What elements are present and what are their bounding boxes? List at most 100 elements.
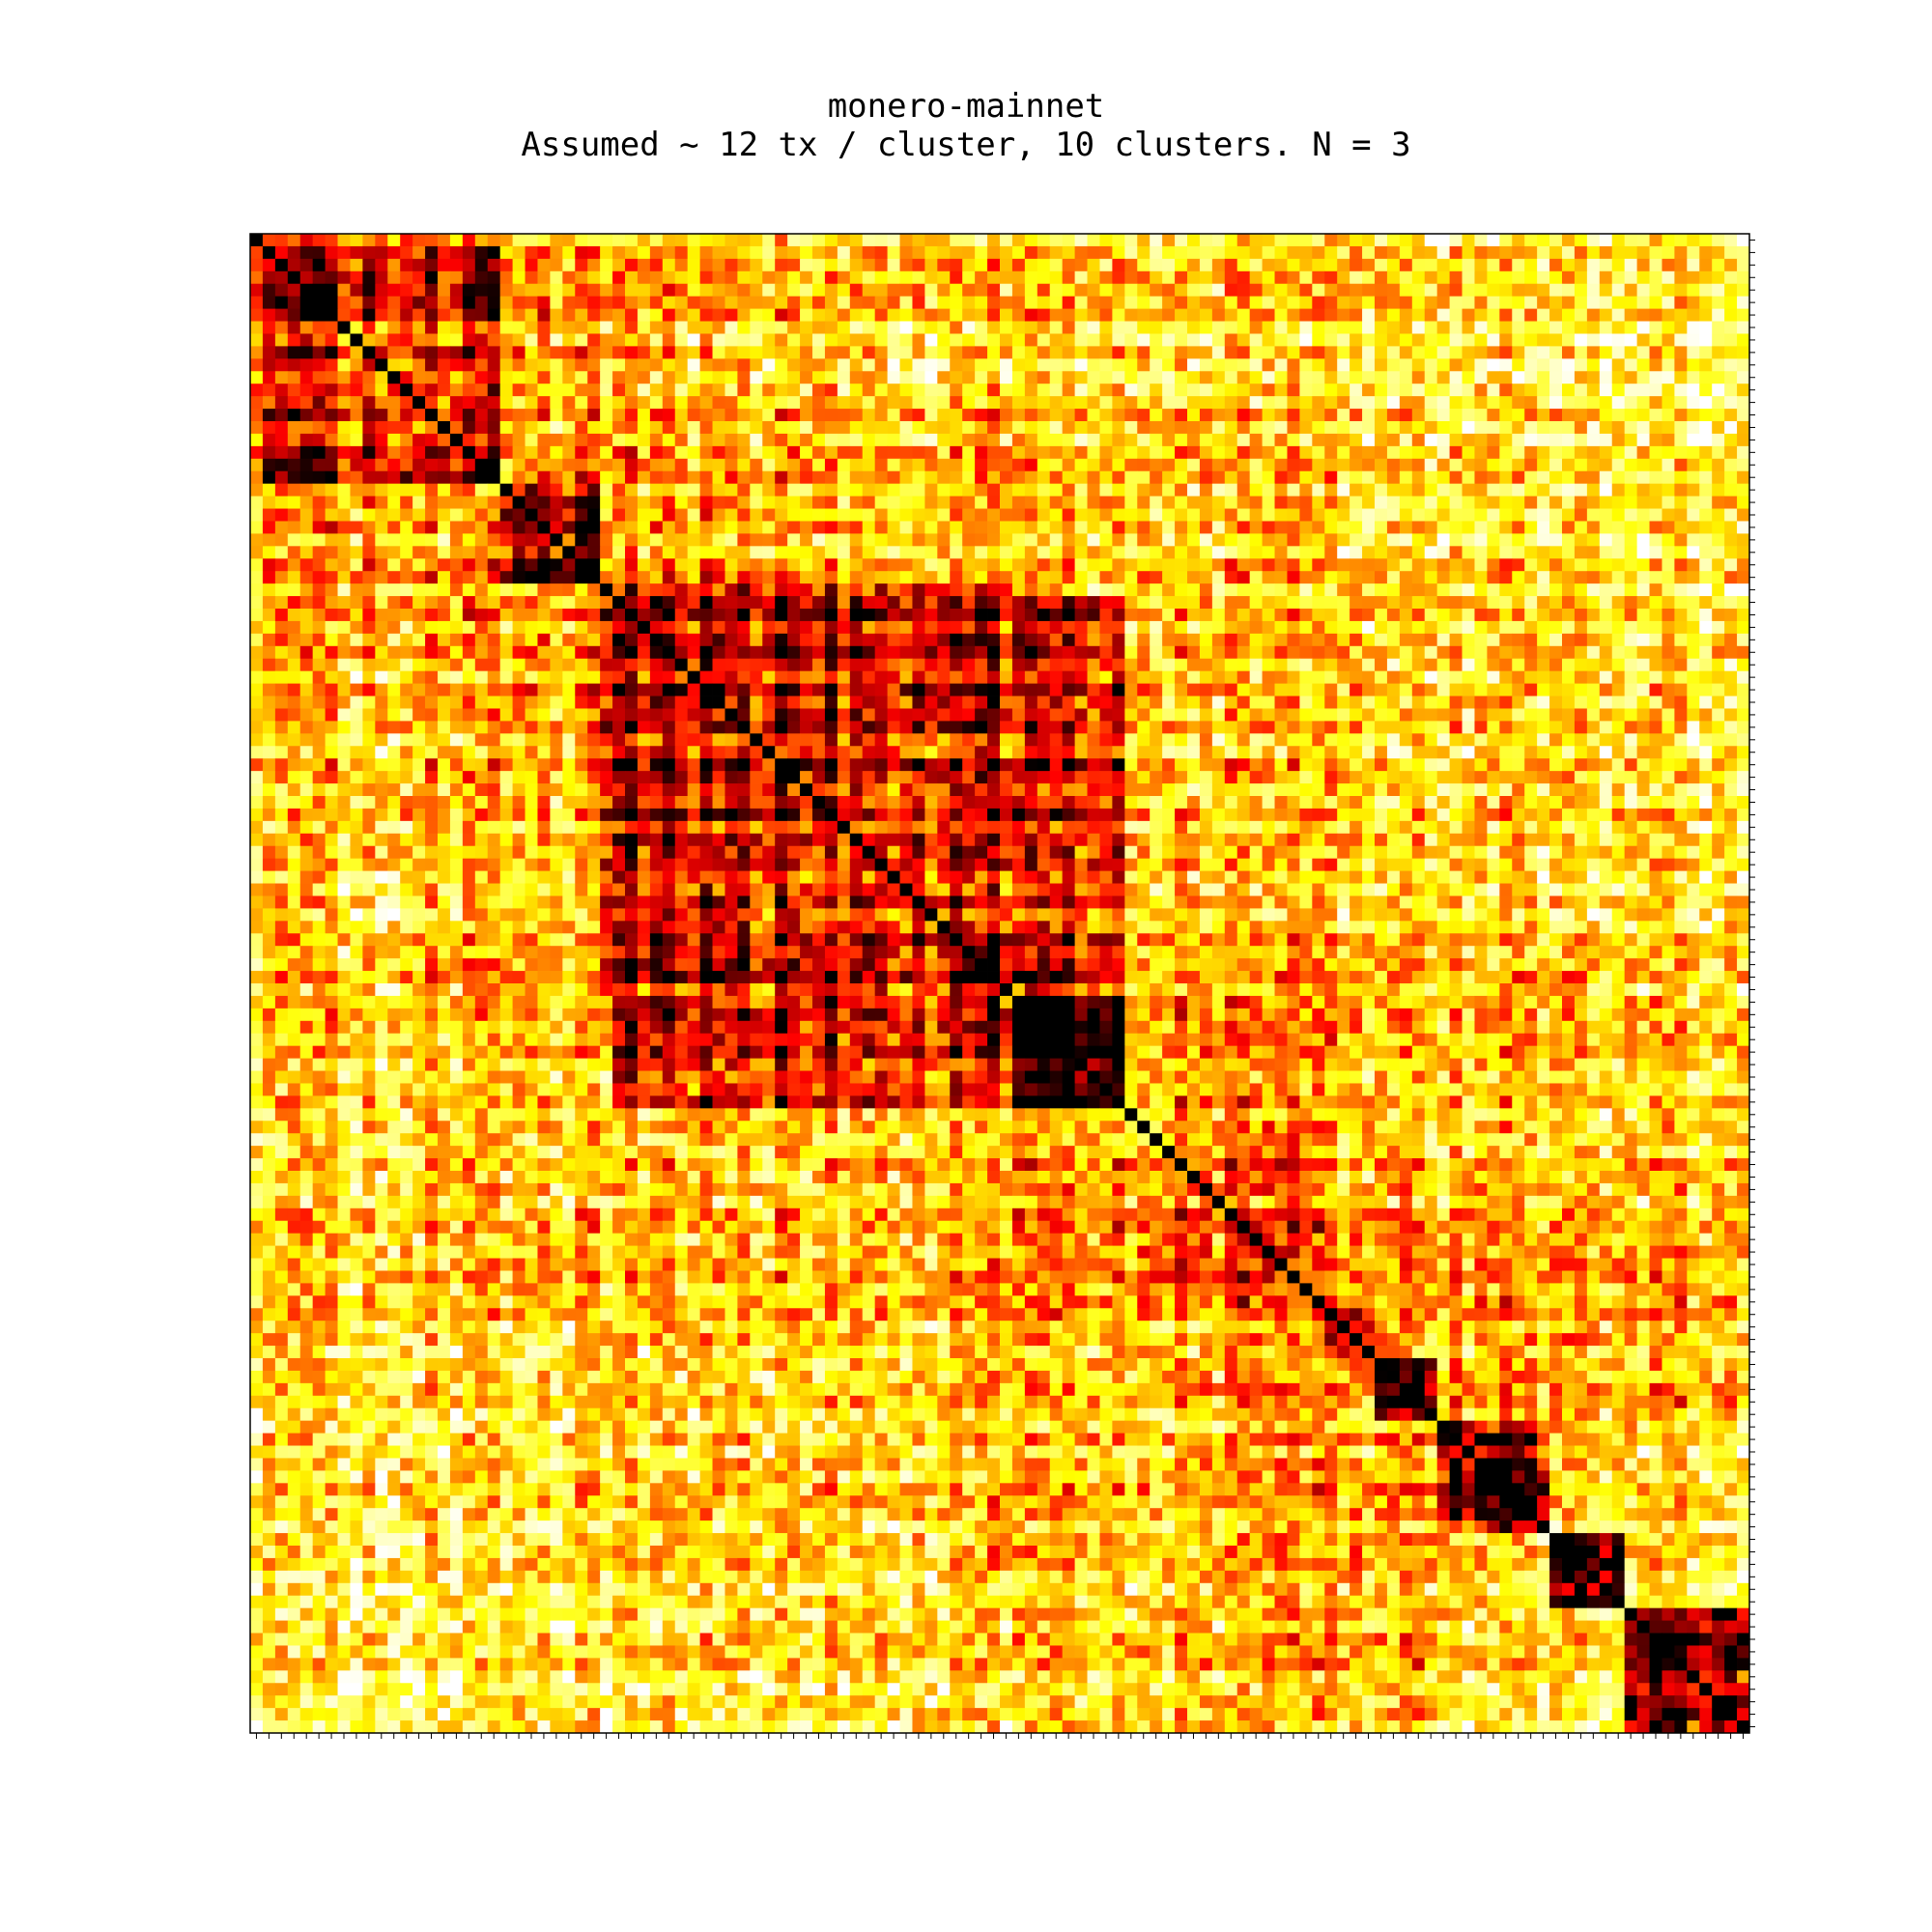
heatmap-cell [1574, 508, 1588, 522]
heatmap-cell [1124, 470, 1138, 485]
heatmap-cell [1524, 234, 1538, 247]
heatmap-cell [1487, 470, 1500, 485]
heatmap-cell [762, 521, 776, 534]
heatmap-cell [1436, 296, 1450, 309]
heatmap-cell [1162, 546, 1176, 559]
heatmap-cell [1312, 245, 1325, 260]
heatmap-cell [337, 746, 351, 759]
heatmap-cell [899, 721, 913, 734]
heatmap-cell [537, 258, 551, 272]
heatmap-cell [762, 321, 776, 334]
heatmap-cell [800, 483, 813, 497]
heatmap-cell [1436, 609, 1450, 622]
heatmap-cell [1087, 283, 1100, 298]
heatmap-cell [1024, 409, 1038, 422]
heatmap-cell [887, 321, 900, 334]
heatmap-cell [1724, 458, 1738, 472]
heatmap-cell [637, 508, 651, 522]
heatmap-cell [362, 245, 376, 260]
heatmap-cell [1624, 571, 1637, 584]
heatmap-cell [575, 746, 588, 759]
heatmap-cell [874, 396, 888, 410]
heatmap-cell [1386, 696, 1401, 709]
heatmap-cell [649, 620, 664, 635]
heatmap-cell [1011, 683, 1026, 696]
heatmap-cell [250, 258, 264, 272]
heatmap-cell [874, 746, 888, 759]
heatmap-cell [1137, 620, 1151, 635]
heatmap-cell [1087, 633, 1100, 647]
heatmap-cell [1649, 245, 1662, 260]
heatmap-cell [1699, 258, 1713, 272]
heatmap-cell [1362, 346, 1376, 359]
heatmap-cell [1049, 333, 1064, 347]
heatmap-cell [787, 733, 801, 747]
heatmap-cell [250, 358, 264, 372]
heatmap-cell [899, 258, 913, 272]
heatmap-cell [824, 521, 838, 534]
heatmap-cell [924, 470, 938, 485]
heatmap-cell [975, 583, 988, 597]
heatmap-cell [325, 283, 338, 298]
heatmap-cell [649, 609, 664, 622]
heatmap-cell [375, 733, 388, 747]
heatmap-cell [512, 571, 526, 584]
heatmap-cell [1712, 496, 1725, 509]
heatmap-cell [674, 746, 689, 759]
heatmap-cell [1562, 683, 1576, 696]
heatmap-cell [1687, 521, 1700, 534]
heatmap-cell [525, 283, 538, 298]
heatmap-cell [525, 721, 538, 734]
heatmap-cell [499, 258, 513, 272]
heatmap-cell [1399, 321, 1413, 334]
heatmap-cell [674, 384, 689, 397]
heatmap-cell [775, 470, 788, 485]
heatmap-cell [1312, 470, 1325, 485]
heatmap-cell [1399, 533, 1413, 547]
heatmap-cell [674, 283, 689, 298]
heatmap-cell [712, 234, 725, 247]
heatmap-cell [462, 245, 476, 260]
heatmap-cell [787, 283, 801, 298]
heatmap-cell [824, 270, 838, 285]
heatmap-cell [837, 620, 851, 635]
heatmap-cell [250, 521, 264, 534]
heatmap-cell [1562, 733, 1576, 747]
heatmap-cell [550, 596, 563, 610]
heatmap-cell [1411, 384, 1426, 397]
heatmap-cell [1099, 384, 1113, 397]
heatmap-cell [812, 245, 826, 260]
heatmap-cell [250, 609, 264, 622]
heatmap-cell [649, 245, 664, 260]
heatmap-cell [1262, 245, 1275, 260]
heatmap-cell [874, 583, 888, 597]
heatmap-cell [724, 546, 738, 559]
heatmap-cell [487, 270, 501, 285]
heatmap-cell [1199, 384, 1213, 397]
heatmap-cell [337, 396, 351, 410]
heatmap-cell [325, 396, 338, 410]
heatmap-cell [1462, 433, 1475, 447]
heatmap-cell [1537, 296, 1550, 309]
heatmap-cell [1712, 296, 1725, 309]
heatmap-cell [400, 546, 413, 559]
heatmap-cell [1599, 596, 1613, 610]
heatmap-cell [1375, 670, 1388, 684]
heatmap-cell [1737, 458, 1750, 472]
heatmap-cell [1150, 670, 1163, 684]
heatmap-cell [1124, 620, 1138, 635]
heatmap-cell [1462, 384, 1475, 397]
heatmap-cell [924, 658, 938, 672]
heatmap-cell [912, 708, 925, 722]
heatmap-cell [649, 645, 664, 660]
heatmap-cell [1162, 333, 1176, 347]
heatmap-cell [350, 445, 363, 460]
heatmap-cell [412, 546, 426, 559]
heatmap-cell [737, 746, 751, 759]
heatmap-cell [449, 358, 464, 372]
heatmap-cell [1249, 521, 1263, 534]
heatmap-cell [1037, 658, 1051, 672]
heatmap-cell [1649, 609, 1662, 622]
heatmap-cell [287, 234, 301, 247]
heatmap-cell [1662, 721, 1675, 734]
